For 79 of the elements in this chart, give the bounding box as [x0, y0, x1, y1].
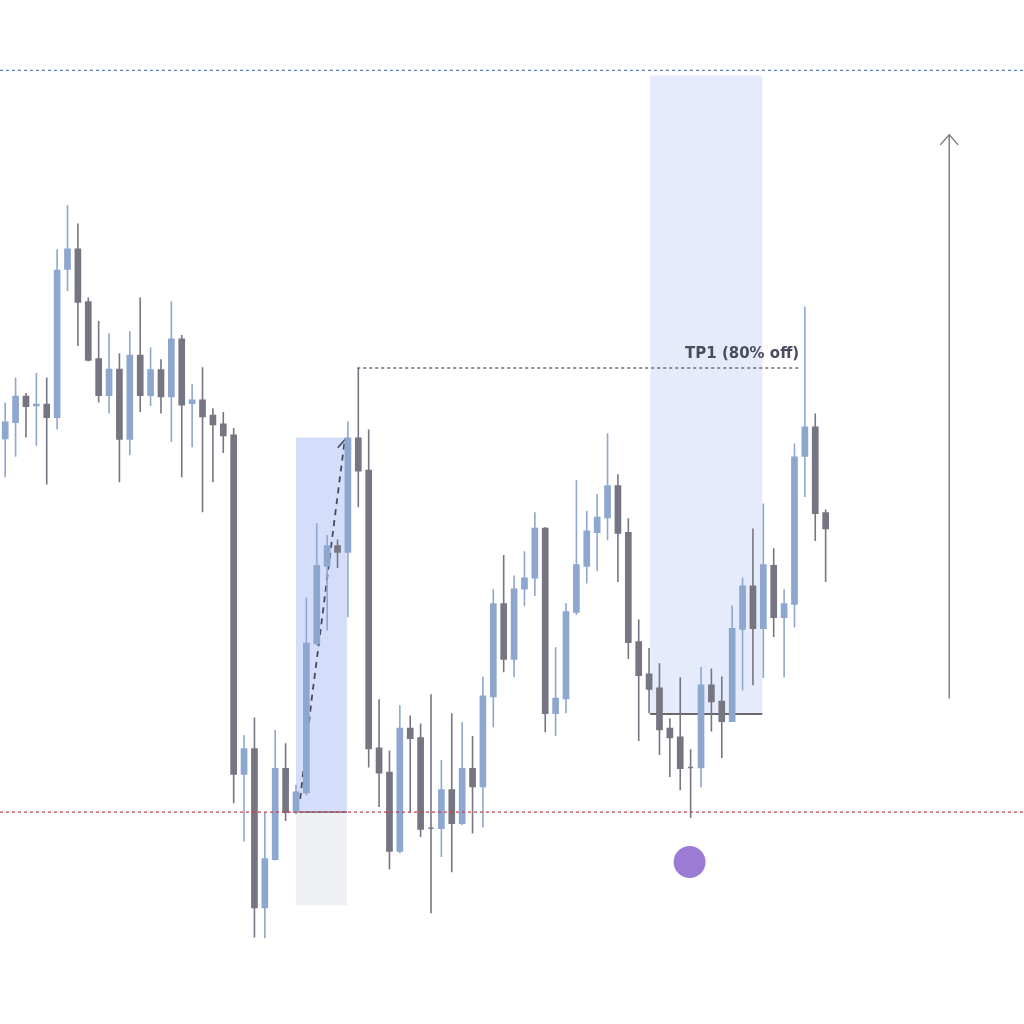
- candlestick: [593, 493, 601, 572]
- candlestick: [406, 714, 414, 813]
- candlestick: [541, 526, 549, 734]
- candlestick: [33, 372, 40, 447]
- candlestick: [438, 759, 445, 858]
- ref-line-label: TP1 (80% off): [685, 344, 800, 362]
- candlestick: [469, 735, 476, 835]
- candlestick: [562, 602, 570, 715]
- candlestick: [43, 376, 51, 486]
- candlestick: [199, 366, 206, 514]
- candlestick: [12, 376, 19, 458]
- candlestick: [656, 662, 663, 756]
- candlestick: [552, 646, 559, 737]
- candlestick: [396, 704, 404, 855]
- candlestick: [188, 383, 196, 448]
- candlestick: [126, 330, 134, 456]
- candlestick: [251, 716, 258, 939]
- candlestick: [209, 407, 217, 484]
- candlestick: [697, 666, 705, 789]
- candlestick: [801, 305, 809, 498]
- candlestick: [22, 392, 30, 439]
- candlestick: [240, 734, 248, 843]
- candlestick: [1, 401, 9, 478]
- candlestick: [531, 511, 539, 597]
- candlestick: [645, 647, 653, 715]
- candlestick: [624, 517, 632, 660]
- candlestick: [323, 534, 331, 632]
- candlestick: [614, 473, 622, 583]
- candlestick: [74, 222, 82, 347]
- candlestick: [334, 538, 341, 569]
- candlestick: [261, 811, 269, 940]
- candlestick: [282, 742, 289, 822]
- candlestick: [708, 667, 715, 733]
- candlestick: [105, 332, 113, 415]
- candlestick: [811, 412, 819, 542]
- candlestick: [136, 296, 144, 413]
- candlestick: [386, 749, 393, 871]
- candlestick: [417, 722, 424, 838]
- candlestick: [375, 698, 383, 808]
- candlestick: [479, 675, 487, 829]
- candlestick: [687, 748, 694, 819]
- candlestick: [718, 675, 726, 759]
- candlestick: [489, 588, 497, 728]
- candlestick: [573, 479, 580, 616]
- candlestick: [749, 527, 757, 687]
- candlestick: [500, 554, 508, 673]
- candlestick: [344, 420, 352, 618]
- candlestick: [458, 721, 466, 827]
- candlestick: [147, 346, 154, 407]
- candlestick: [780, 588, 788, 679]
- candlestick: [157, 358, 165, 415]
- candlestick: [583, 510, 591, 585]
- candlestick: [178, 334, 186, 478]
- candlestick: [770, 547, 778, 638]
- candlestick: [168, 300, 175, 443]
- candlestick: [728, 604, 736, 723]
- candlestick: [427, 693, 435, 915]
- candlestick: [510, 574, 518, 679]
- candlestick: [676, 676, 684, 791]
- candlestick: [230, 427, 238, 805]
- candlestick: [666, 717, 674, 778]
- candlestick: [791, 442, 798, 629]
- candlestick: [64, 204, 71, 292]
- candlestick: [84, 296, 92, 363]
- candlestick: [303, 596, 310, 797]
- candlestick: [635, 618, 643, 742]
- candlestick: [739, 576, 746, 692]
- candlestick: [95, 320, 103, 404]
- candlestick: [53, 248, 61, 431]
- candlestick: [822, 508, 829, 583]
- candlestick: [313, 522, 321, 646]
- candlestick: [271, 729, 279, 862]
- candlestick: [116, 352, 123, 484]
- candlestick: [521, 550, 528, 607]
- candlestick: [219, 411, 227, 454]
- candlestick: [448, 712, 456, 874]
- candlestick: [365, 428, 373, 769]
- candlestick: [604, 432, 611, 542]
- candlestick: [759, 502, 767, 679]
